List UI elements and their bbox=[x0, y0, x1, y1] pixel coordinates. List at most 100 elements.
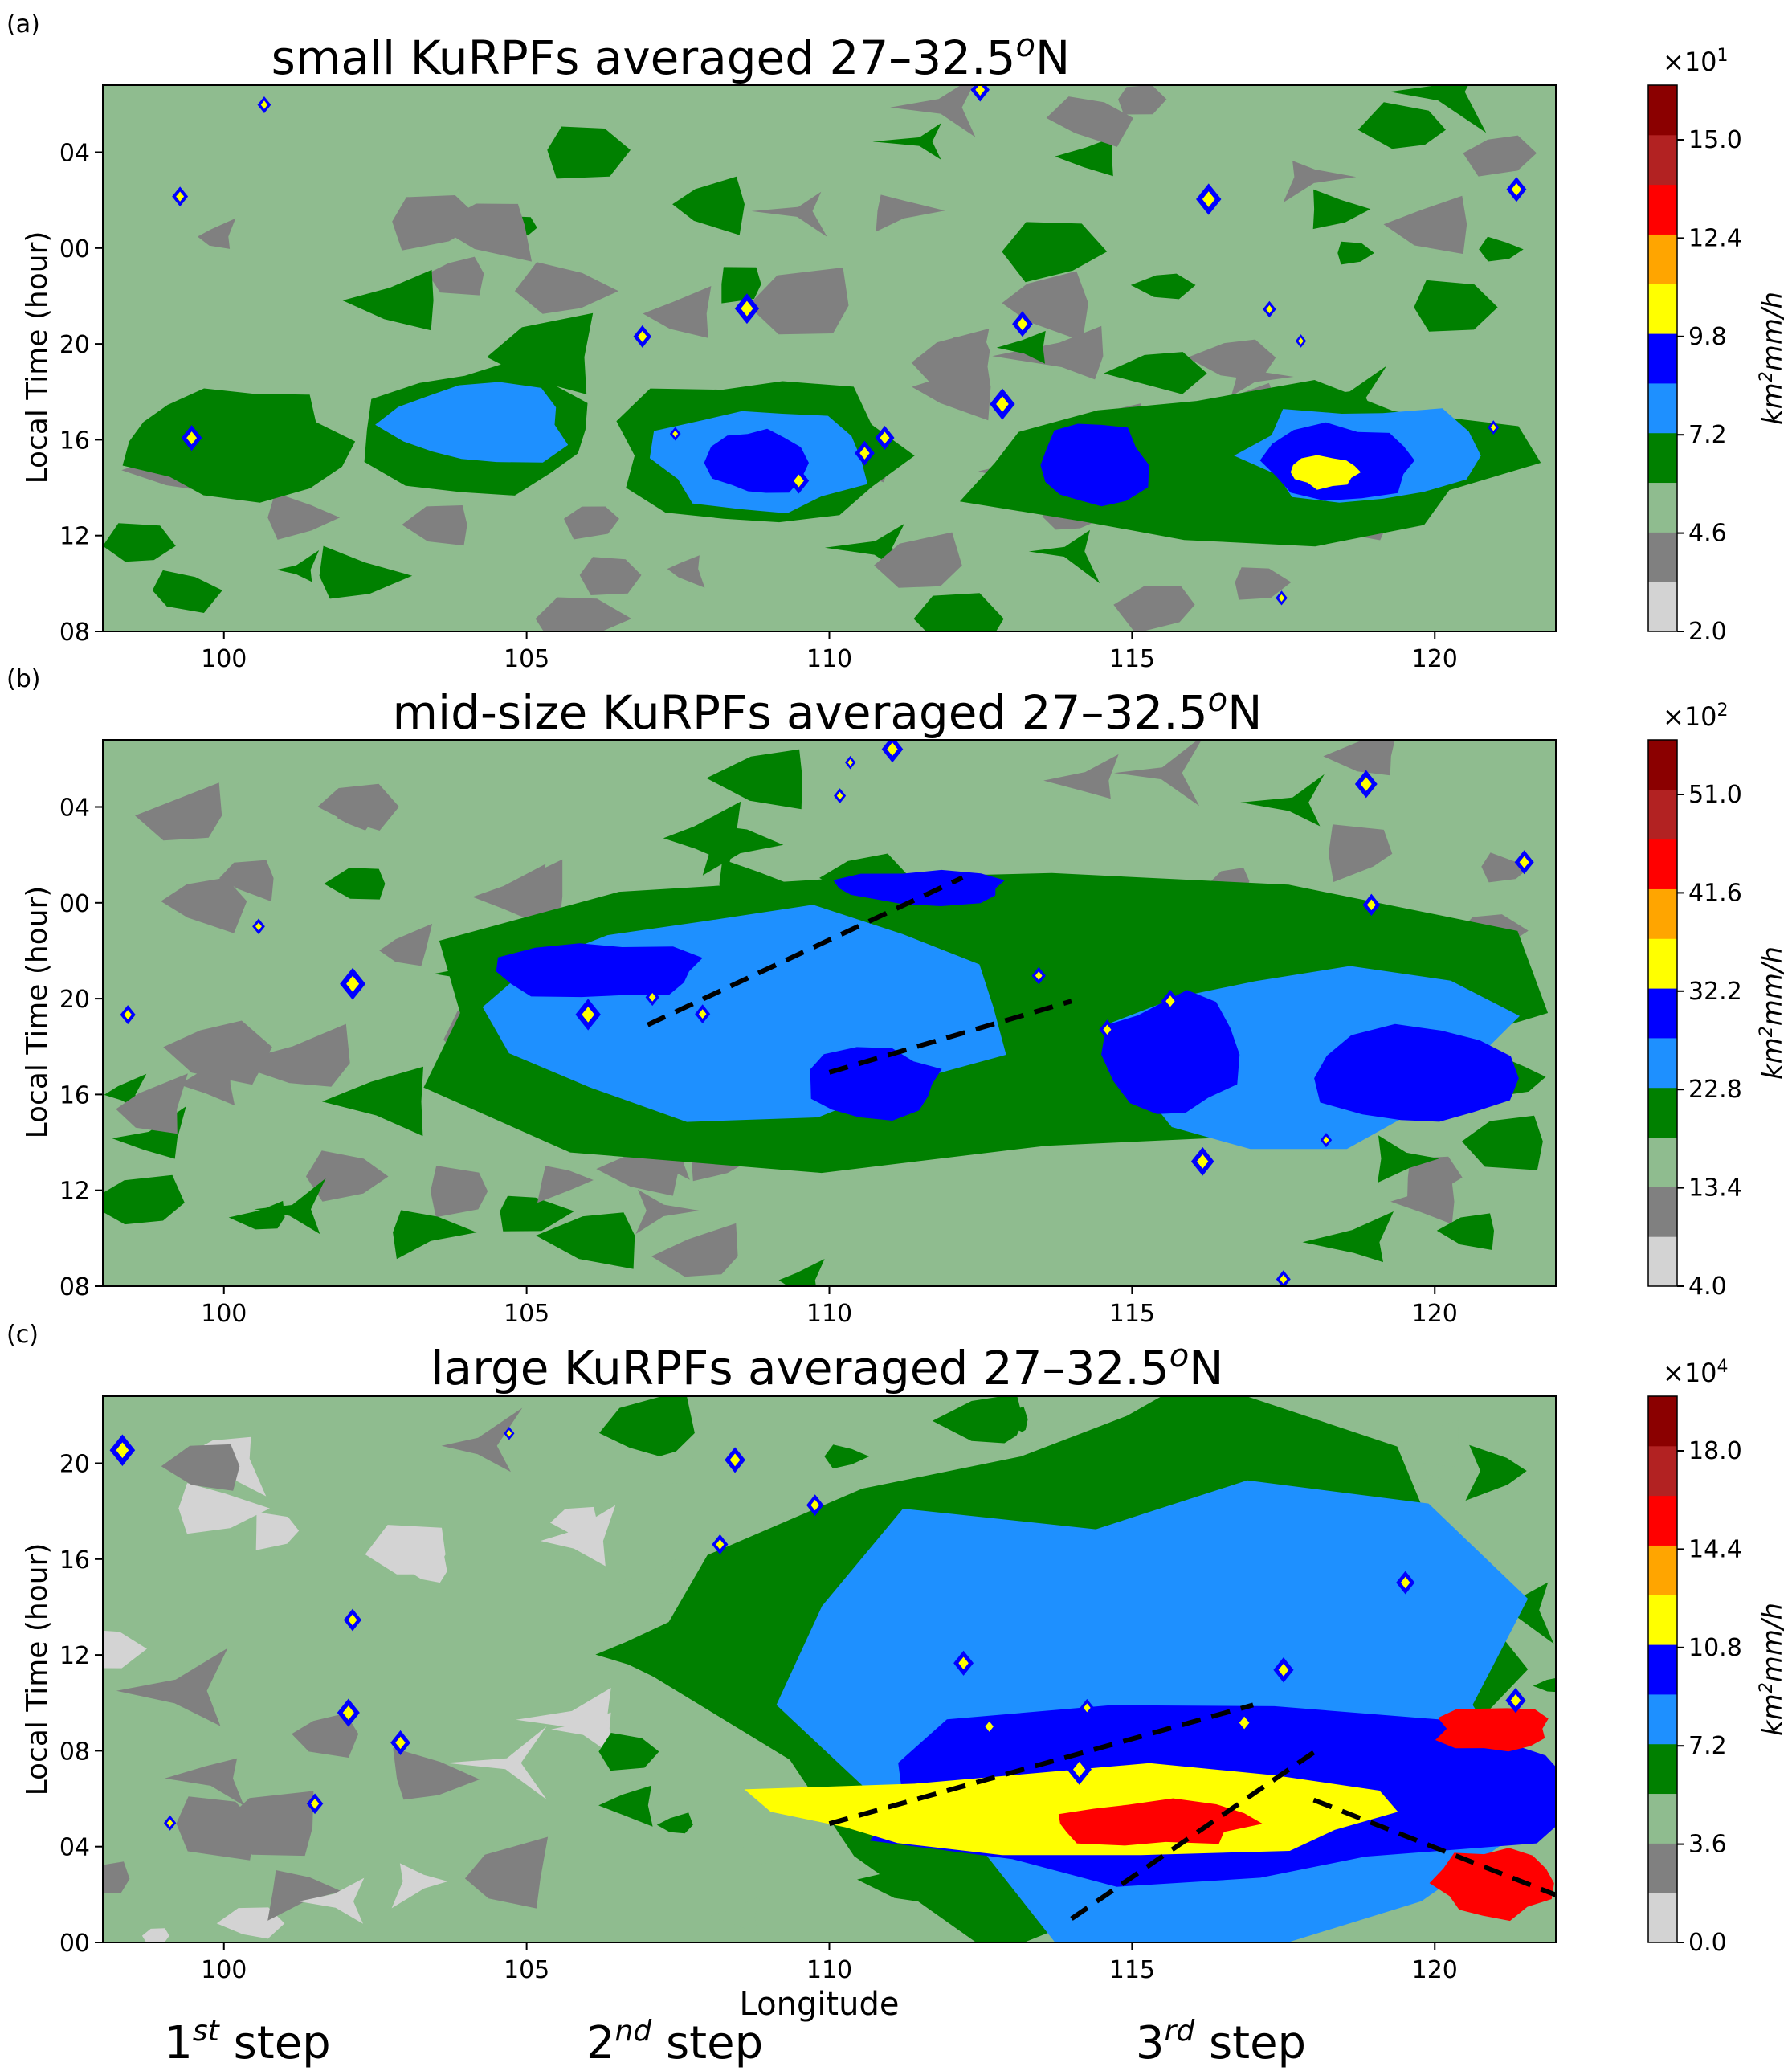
contour-patch bbox=[1392, 1420, 1459, 1468]
contour-patch bbox=[392, 195, 484, 251]
contour-patch bbox=[1046, 96, 1133, 147]
contour-patch bbox=[305, 1150, 389, 1202]
contour-spot-core bbox=[1239, 1716, 1250, 1730]
panel-c-x-axis: 100 105 110 115 120 bbox=[201, 1942, 1458, 1984]
colorbar-segment bbox=[1648, 134, 1677, 186]
contour-spot-core bbox=[810, 1499, 820, 1511]
colorbar-segment bbox=[1648, 1793, 1677, 1844]
propagation-line bbox=[647, 875, 964, 1027]
panel-a-ylabel: Local Time (hour) bbox=[21, 231, 54, 484]
colorbar-tick-label: 14.4 bbox=[1688, 1535, 1742, 1563]
propagation-line bbox=[828, 999, 1072, 1075]
contour-patch bbox=[322, 1066, 423, 1137]
contour-patch bbox=[103, 1174, 185, 1225]
colorbar-segment bbox=[1648, 582, 1677, 632]
contour-spot-core bbox=[1202, 191, 1215, 207]
x-tick-label: 120 bbox=[1412, 1300, 1458, 1328]
x-tick-label: 110 bbox=[806, 1956, 852, 1984]
contour-patch bbox=[890, 85, 976, 137]
x-tick-label: 120 bbox=[1412, 1956, 1458, 1984]
contour-patch bbox=[1104, 352, 1207, 394]
contour-patch bbox=[656, 1812, 693, 1834]
contour-patch bbox=[1465, 1444, 1527, 1501]
colorbar-tick-label: 10.8 bbox=[1688, 1634, 1742, 1662]
step-labels: 1st step 2nd step 3rd step bbox=[164, 2015, 1306, 2069]
contour-patch bbox=[667, 555, 705, 588]
contour-spot-core bbox=[698, 1009, 707, 1019]
contour-region bbox=[1435, 1708, 1549, 1752]
contour-spot-core bbox=[985, 1721, 994, 1732]
panel-a-y-axis: 08 12 16 20 00 04 bbox=[59, 140, 103, 647]
x-axis-label: Longitude bbox=[740, 1986, 900, 2023]
contour-spot-core bbox=[1298, 337, 1304, 345]
contour-patch bbox=[445, 1726, 547, 1800]
colorbar-tick-label: 9.8 bbox=[1688, 323, 1727, 351]
contour-patch bbox=[230, 1023, 350, 1087]
y-tick-label: 12 bbox=[59, 1178, 90, 1206]
contour-patch bbox=[751, 191, 827, 237]
colorbar-segment bbox=[1648, 382, 1677, 434]
contour-spot-core bbox=[1278, 1663, 1289, 1677]
colorbar-tick-label: 41.6 bbox=[1688, 879, 1742, 907]
colorbar-tick-label: 7.2 bbox=[1688, 1732, 1727, 1760]
colorbar-tick-label: 3.6 bbox=[1688, 1831, 1727, 1859]
contour-patch bbox=[135, 782, 222, 841]
contour-patch bbox=[1235, 567, 1292, 600]
contour-region bbox=[122, 388, 356, 503]
contour-patch bbox=[103, 1630, 147, 1669]
contour-patch bbox=[1479, 236, 1524, 262]
contour-patch bbox=[721, 267, 761, 304]
contour-patch bbox=[103, 523, 176, 562]
contour-patch bbox=[1118, 85, 1167, 115]
y-tick-label: 04 bbox=[59, 140, 90, 168]
contour-patch bbox=[514, 262, 618, 314]
colorbar-segment bbox=[1648, 234, 1677, 284]
contour-patch bbox=[1436, 1213, 1494, 1250]
contour-spot-core bbox=[1366, 899, 1376, 911]
y-tick-label: 00 bbox=[59, 235, 90, 263]
colorbar-tick-label: 51.0 bbox=[1688, 781, 1742, 809]
colorbar-frame bbox=[1647, 84, 1678, 632]
contour-patch bbox=[1055, 137, 1113, 177]
y-tick-label: 20 bbox=[59, 331, 90, 359]
colorbar-tick-label: 4.6 bbox=[1688, 520, 1727, 548]
contour-patch bbox=[141, 1928, 169, 1942]
contour-patch bbox=[1390, 85, 1487, 133]
contour-spot-core bbox=[1103, 1024, 1112, 1035]
contour-patch bbox=[643, 286, 712, 338]
colorbar-tick-label: 0.0 bbox=[1688, 1929, 1727, 1957]
step-label: 2nd step bbox=[586, 2015, 763, 2069]
colorbar-frame bbox=[1647, 1395, 1678, 1943]
colorbar-segment bbox=[1648, 1445, 1677, 1497]
x-tick-label: 100 bbox=[201, 1300, 247, 1328]
contour-patch bbox=[427, 256, 484, 296]
contour-patch bbox=[537, 1166, 594, 1203]
panel-a-colorbar: 2.0 4.6 7.2 9.8 12.4 15.0 ×101 km2mm/h bbox=[1647, 46, 1789, 646]
contour-spot-core bbox=[1165, 995, 1175, 1007]
panel-c: (c) large KuRPFs averaged 27–32.5oN Loca… bbox=[6, 1321, 1789, 2069]
colorbar-segment bbox=[1648, 1595, 1677, 1645]
contour-spot-core bbox=[342, 1705, 354, 1720]
panel-c-ylabel: Local Time (hour) bbox=[21, 1543, 54, 1796]
contour-patch bbox=[435, 203, 532, 262]
background-field bbox=[103, 85, 1556, 631]
contour-spot-core bbox=[794, 474, 804, 488]
contour-patch bbox=[292, 1713, 359, 1758]
panel-a-plot bbox=[103, 85, 1556, 631]
contour-patch bbox=[1240, 774, 1325, 827]
contour-spot-core bbox=[741, 300, 753, 317]
contour-patch bbox=[178, 1483, 270, 1534]
contour-patch bbox=[324, 868, 386, 900]
contour-spot-core bbox=[836, 791, 843, 800]
x-tick-label: 120 bbox=[1412, 645, 1458, 673]
contour-region bbox=[1290, 455, 1361, 490]
colorbar-segment bbox=[1648, 839, 1677, 889]
contour-patch bbox=[391, 1863, 448, 1909]
contour-patch bbox=[876, 194, 945, 232]
contour-patch bbox=[1323, 740, 1395, 776]
y-tick-label: 00 bbox=[59, 1930, 90, 1958]
contour-patch bbox=[1463, 135, 1537, 177]
contour-patch bbox=[932, 1396, 1024, 1444]
colorbar-label: km2mm/h bbox=[1757, 1603, 1789, 1736]
